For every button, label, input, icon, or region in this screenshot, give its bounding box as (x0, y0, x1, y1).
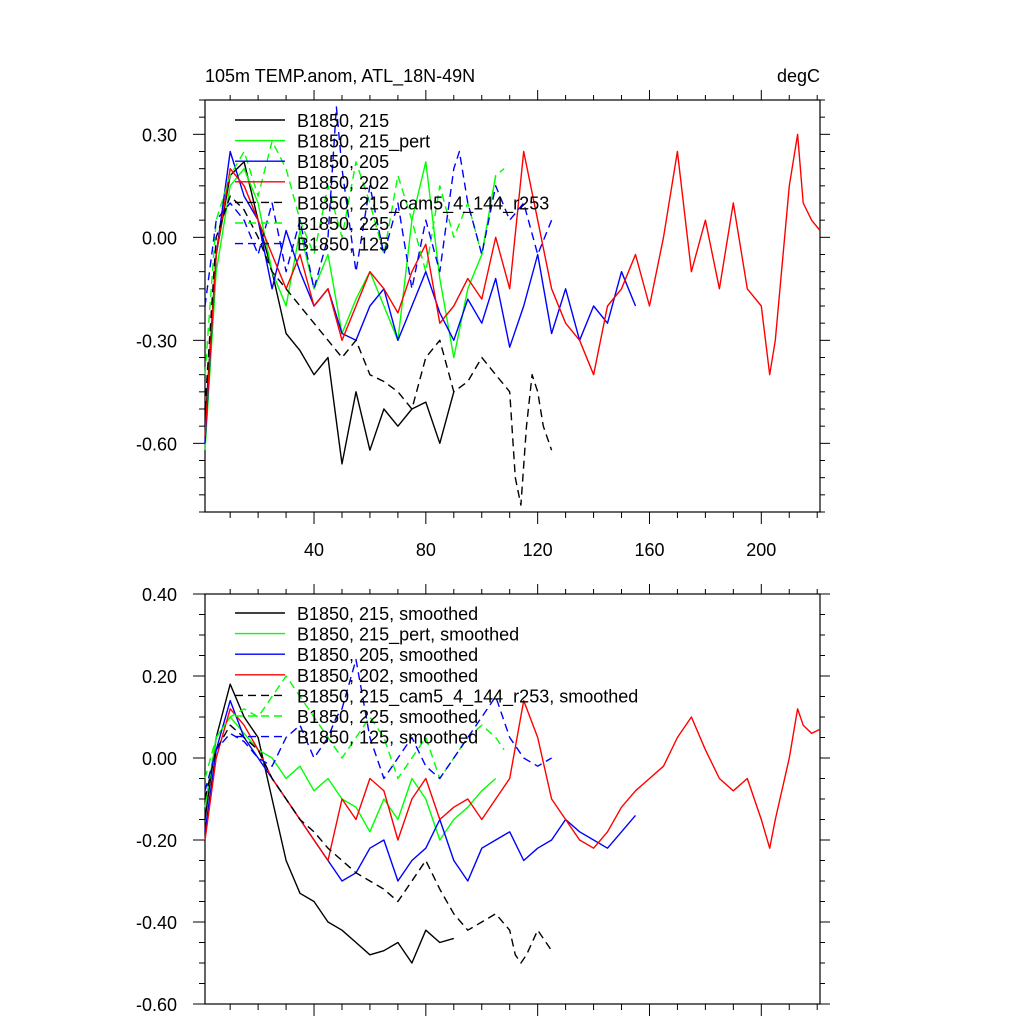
series-line (204, 658, 552, 791)
y-tick-label: 0.00 (142, 749, 177, 769)
units-label: degC (777, 66, 820, 86)
y-tick-label: 0.20 (142, 667, 177, 687)
x-tick-label: 120 (523, 540, 553, 560)
series-line (204, 195, 553, 506)
y-tick-label: 0.00 (142, 228, 177, 248)
series-line (204, 716, 497, 841)
bottom-panel: 0.40 0.20 0.00 -0.20 -0.40 -0.60 B1850, 215, s… (136, 584, 830, 1016)
legend-label: B1850, 215, smoothed (297, 604, 478, 624)
legend-label: B1850, 205 (297, 152, 389, 172)
legend-label: B1850, 215 (297, 111, 389, 131)
legend-label: B1850, 225 (297, 214, 389, 234)
legend-label: B1850, 225, smoothed (297, 707, 478, 727)
legend-label: B1850, 215_pert, smoothed (297, 625, 519, 646)
legend-label: B1850, 215_pert (297, 132, 430, 153)
y-tick-label: 0.40 (142, 585, 177, 605)
chart-title: 105m TEMP.anom, ATL_18N-49N (205, 66, 475, 87)
series-line (204, 150, 637, 444)
y-tick-label: -0.60 (136, 434, 177, 454)
legend-label: B1850, 202 (297, 173, 389, 193)
x-tick-label: 200 (746, 540, 776, 560)
legend-label: B1850, 125, smoothed (297, 728, 478, 748)
series-line (204, 683, 454, 964)
y-tick-label: -0.60 (136, 995, 177, 1015)
x-tick-label: 80 (416, 540, 436, 560)
y-tick-label: -0.30 (136, 331, 177, 351)
legend-label: B1850, 202, smoothed (297, 666, 478, 686)
y-tick-label: -0.20 (136, 831, 177, 851)
legend-label: B1850, 215_cam5_4_144_r253, smoothed (297, 686, 638, 707)
y-tick-label: 0.30 (142, 125, 177, 145)
legend-label: B1850, 215_cam5_4_144_r253 (297, 193, 549, 214)
series-line (204, 724, 553, 964)
series-line (204, 675, 505, 780)
x-tick-label: 160 (634, 540, 664, 560)
legend-label: B1850, 125 (297, 235, 389, 255)
series-line (204, 133, 821, 437)
top-panel: 105m TEMP.anom, ATL_18N-49N degC 40 80 120… (136, 66, 830, 560)
legend-label: B1850, 205, smoothed (297, 645, 478, 665)
series-line (204, 699, 821, 862)
y-tick-label: -0.40 (136, 913, 177, 933)
x-tick-label: 40 (304, 540, 324, 560)
series-line (204, 161, 497, 451)
series-line (204, 106, 553, 307)
